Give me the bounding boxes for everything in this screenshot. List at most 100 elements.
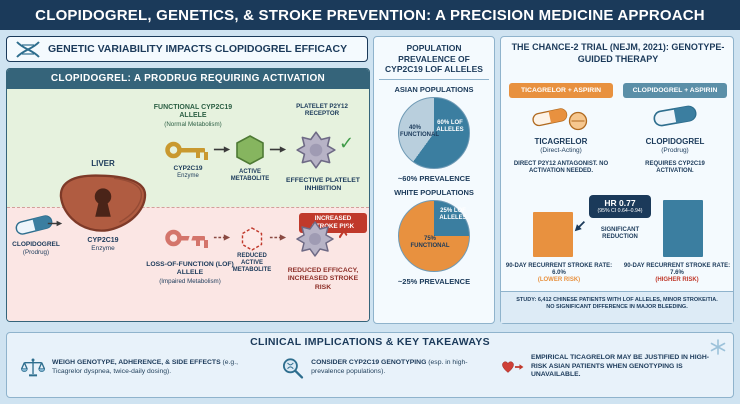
clopidogrel-name: CLOPIDOGREL bbox=[12, 241, 60, 248]
broken-key-icon bbox=[165, 229, 208, 248]
asian-lof-slice-label: 60% LOF ALLELES bbox=[436, 119, 464, 133]
clopidogrel-arm-header: CLOPIDOGREL + ASPIRIN bbox=[623, 83, 727, 98]
clopidogrel-capsule-icon bbox=[15, 215, 53, 235]
lof-allele-label: LOSS-OF-FUNCTION (LOF) ALLELE (Impaired … bbox=[143, 261, 237, 285]
check-icon: ✓ bbox=[339, 133, 355, 153]
liver-enzyme-sub: Enzyme bbox=[91, 245, 115, 253]
ticagrelor-drug-sub: (Direct-Acting) bbox=[540, 147, 582, 154]
takeaways-row: WEIGH GENOTYPE, ADHERENCE, & SIDE EFFECT… bbox=[7, 348, 733, 383]
key-enzyme-name: CYP2C19 bbox=[173, 165, 203, 172]
ticagrelor-stroke-rate-bar bbox=[533, 212, 573, 257]
takeaway-1-bold: WEIGH GENOTYPE, ADHERENCE, & SIDE EFFECT… bbox=[52, 359, 221, 367]
lof-allele-title: LOSS-OF-FUNCTION (LOF) ALLELE bbox=[146, 261, 234, 277]
liver-enzyme-label: CYP2C19 Enzyme bbox=[69, 237, 137, 253]
arrow-lof-2-icon bbox=[269, 234, 287, 241]
prodrug-panel-title: CLOPIDOGREL: A PRODRUG REQUIRING ACTIVAT… bbox=[7, 69, 369, 89]
arrow-functional-2-icon bbox=[269, 146, 287, 153]
key-enzyme-label: CYP2C19 Enzyme bbox=[165, 165, 211, 180]
takeaway-3-bold: EMPIRICAL TICAGRELOR MAY BE JUSTIFIED IN… bbox=[530, 353, 710, 379]
ticagrelor-outcome-label: 90-DAY RECURRENT STROKE RATE: 6.0% (LOWE… bbox=[503, 263, 615, 285]
clopidogrel-risk: (HIGHER RISK) bbox=[655, 277, 699, 284]
genetics-section-header: GENETIC VARIABILITY IMPACTS CLOPIDOGREL … bbox=[6, 36, 368, 62]
takeaways-panel: CLINICAL IMPLICATIONS & KEY TAKEAWAYS bbox=[6, 332, 734, 398]
reduced-metabolite-label: REDUCED ACTIVE METABOLITE bbox=[232, 253, 272, 274]
liver-label: LIVER bbox=[91, 159, 115, 168]
heart-arrow-icon bbox=[502, 361, 524, 373]
lof-allele-subtitle: (Impaired Metabolism) bbox=[159, 277, 221, 285]
liver-enzyme-name: CYP2C19 bbox=[87, 237, 119, 244]
effective-inhibition-label: EFFECTIVE PLATELET INHIBITION bbox=[286, 177, 360, 193]
takeaway-2-bold: CONSIDER CYP2C19 GENOTYPING bbox=[311, 359, 427, 367]
white-prevalence-note: ~25% PREVALENCE bbox=[397, 276, 471, 286]
cross-icon: ✗ bbox=[337, 223, 352, 242]
study-note: STUDY: 6,412 CHINESE PATIENTS WITH LOF A… bbox=[501, 291, 733, 323]
white-populations-label: WHITE POPULATIONS bbox=[394, 187, 474, 197]
prodrug-panel: CLOPIDOGREL: A PRODRUG REQUIRING ACTIVAT… bbox=[6, 68, 370, 322]
ticagrelor-drug-name: TICAGRELOR bbox=[534, 137, 588, 146]
clopidogrel-stroke-rate-bar bbox=[663, 200, 703, 257]
takeaway-1-rest: (e.g., Ticagrelor dyspnea, twice-daily d… bbox=[52, 359, 238, 375]
asian-functional-slice-label: 40% FUNCTIONAL bbox=[400, 124, 439, 138]
clopidogrel-capsule-arm-icon bbox=[653, 105, 697, 127]
platelet-lof-icon bbox=[296, 221, 334, 257]
magnifier-dna-icon bbox=[282, 358, 304, 379]
clopidogrel-rate: 90-DAY RECURRENT STROKE RATE: 7.6% bbox=[623, 263, 731, 277]
key-enzyme-sub: Enzyme bbox=[177, 172, 199, 179]
clopidogrel-drug-sub: (Prodrug) bbox=[661, 147, 689, 154]
main-title: CLOPIDOGREL, GENETICS, & STROKE PREVENTI… bbox=[35, 6, 705, 24]
chance2-trial-card: THE CHANCE-2 TRIAL (NEJM, 2021): GENOTYP… bbox=[500, 36, 734, 324]
functional-allele-subtitle: (Normal Metabolism) bbox=[164, 120, 222, 128]
white-pie-chart: 25% LOF ALLELES 75% FUNCTIONAL bbox=[398, 199, 470, 272]
clopidogrel-prodrug-label: CLOPIDOGREL (Prodrug) bbox=[7, 241, 65, 256]
active-metabolite-hexagon-icon bbox=[236, 135, 264, 165]
platelet-icon bbox=[296, 131, 336, 169]
functional-allele-label: FUNCTIONAL CYP2C19 ALLELE (Normal Metabo… bbox=[147, 104, 239, 128]
platelet-receptor-label: PLATELET P2Y12 RECEPTOR bbox=[296, 103, 348, 118]
ticagrelor-risk: (LOWER RISK) bbox=[537, 277, 581, 284]
asian-prevalence-note: ~60% PREVALENCE bbox=[397, 173, 471, 183]
asian-pie-chart: 40% FUNCTIONAL 60% LOF ALLELES bbox=[398, 96, 470, 169]
ticagrelor-rate: 90-DAY RECURRENT STROKE RATE: 6.0% bbox=[505, 263, 613, 277]
snowflake-icon bbox=[710, 339, 726, 355]
genetics-section-title: GENETIC VARIABILITY IMPACTS CLOPIDOGREL … bbox=[48, 43, 348, 55]
takeaway-item-balance: WEIGH GENOTYPE, ADHERENCE, & SIDE EFFECT… bbox=[21, 353, 269, 383]
clopidogrel-note: REQUIRES CYP2C19 ACTIVATION. bbox=[645, 161, 705, 175]
liver-icon bbox=[59, 174, 147, 232]
hr-arrow-icon bbox=[574, 221, 585, 232]
study-line2: NO SIGNIFICANT DIFFERENCE IN MAJOR BLEED… bbox=[546, 303, 688, 310]
clopidogrel-drug-name: CLOPIDOGREL bbox=[645, 137, 705, 146]
reduced-metabolite-hexagon-icon bbox=[241, 227, 263, 251]
asian-populations-label: ASIAN POPULATIONS bbox=[394, 84, 474, 94]
arrow-lof-1-icon bbox=[213, 234, 231, 241]
hazard-ratio-badge: HR 0.77 (95% CI 0.64–0.94) bbox=[589, 195, 651, 218]
ticagrelor-note: DIRECT P2Y12 ANTAGONIST. NO ACTIVATION N… bbox=[513, 161, 609, 175]
trial-title: THE CHANCE-2 TRIAL (NEJM, 2021): GENOTYP… bbox=[511, 42, 725, 64]
takeaways-title: CLINICAL IMPLICATIONS & KEY TAKEAWAYS bbox=[250, 336, 490, 348]
functional-allele-title: FUNCTIONAL CYP2C19 ALLELE bbox=[153, 104, 233, 120]
arrow-pill-to-liver-icon bbox=[47, 220, 63, 227]
hr-ci: (95% CI 0.64–0.94) bbox=[597, 208, 643, 214]
active-metabolite-label: ACTIVE METABOLITE bbox=[230, 169, 270, 183]
white-lof-slice-label: 25% LOF ALLELES bbox=[439, 207, 467, 221]
prevalence-title: POPULATION PREVALENCE OF CYP2C19 LOF ALL… bbox=[379, 43, 489, 80]
balance-scale-icon bbox=[21, 358, 46, 377]
key-icon bbox=[165, 141, 208, 160]
takeaway-item-empirical: EMPIRICAL TICAGRELOR MAY BE JUSTIFIED IN… bbox=[501, 353, 721, 381]
takeaway-item-genotyping: CONSIDER CYP2C19 GENOTYPING (esp. in hig… bbox=[281, 353, 489, 383]
main-title-bar: CLOPIDOGREL, GENETICS, & STROKE PREVENTI… bbox=[0, 0, 740, 30]
arrow-functional-1-icon bbox=[213, 146, 231, 153]
ticagrelor-arm-header: TICAGRELOR + ASPIRIN bbox=[509, 83, 613, 98]
white-functional-slice-label: 75% FUNCTIONAL bbox=[410, 235, 450, 249]
hr-value: HR 0.77 bbox=[604, 198, 636, 208]
study-line1: STUDY: 6,412 CHINESE PATIENTS WITH LOF A… bbox=[516, 297, 718, 303]
takeaway-2-rest: (esp. in high-prevalence populations). bbox=[311, 359, 468, 375]
prodrug-diagram: LIVER CYP2C19 Enzyme CLOPIDOGREL (Prodru… bbox=[7, 89, 369, 321]
clopidogrel-outcome-label: 90-DAY RECURRENT STROKE RATE: 7.6% (HIGH… bbox=[621, 263, 733, 285]
significant-reduction-label: SIGNIFICANT REDUCTION bbox=[600, 227, 640, 241]
ticagrelor-pills-icon bbox=[532, 108, 588, 131]
clopidogrel-sub: (Prodrug) bbox=[22, 248, 50, 256]
reduced-efficacy-label: REDUCED EFFICACY, INCREASED STROKE RISK bbox=[287, 267, 359, 291]
dna-icon bbox=[16, 40, 40, 58]
prevalence-card: POPULATION PREVALENCE OF CYP2C19 LOF ALL… bbox=[373, 36, 495, 324]
